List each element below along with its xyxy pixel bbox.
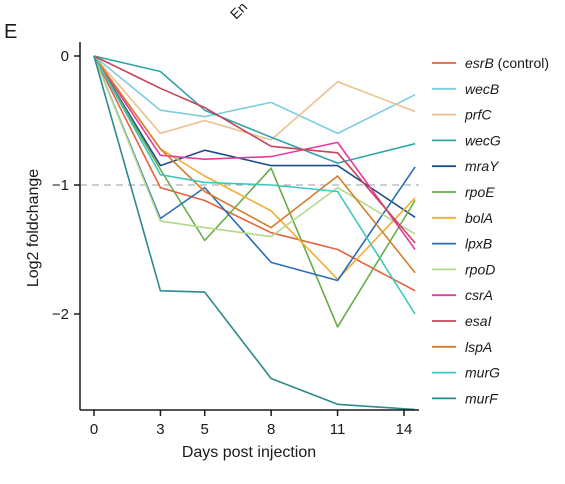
legend-label-esrB: esrB (control) [465, 55, 549, 71]
panel-letter: E [4, 21, 17, 43]
series-line-prfC [93, 55, 416, 141]
legend-label-prfC: prfC [464, 107, 492, 123]
legend: esrB (control) wecB prfC wecG mraY rpoE bolA lp… [432, 55, 549, 406]
y-axis-ticks: 0 −1 −2 [52, 48, 80, 323]
legend-label-mraY: mraY [465, 158, 500, 174]
legend-label-lpxB: lpxB [465, 236, 492, 252]
series-line-wecG [93, 55, 416, 164]
x-axis-ticks: 0 3 5 8 11 14 [90, 410, 413, 438]
series-line-csrA [93, 55, 416, 250]
x-axis-title: Days post injection [182, 444, 316, 461]
y-tick-label: 0 [61, 48, 69, 65]
x-tick-label: 5 [201, 421, 209, 438]
series-line-wecB [93, 55, 416, 135]
legend-label-bolA: bolA [465, 210, 493, 226]
x-tick-label: 0 [90, 421, 98, 438]
series-line-esrB [93, 55, 416, 292]
legend-label-lspA: lspA [465, 339, 492, 355]
y-tick-label: −2 [52, 306, 69, 323]
legend-label-murG: murG [465, 365, 500, 381]
y-tick-label: −1 [52, 177, 69, 194]
series-line-bolA [93, 55, 416, 281]
x-tick-label: 8 [267, 421, 275, 438]
legend-label-wecB: wecB [465, 81, 499, 97]
legend-label-wecG: wecG [465, 132, 501, 148]
series-line-murF [93, 55, 416, 411]
series-line-rpoE [93, 55, 416, 328]
cut-off-label-fragment: En [227, 0, 250, 22]
legend-label-csrA: csrA [465, 287, 493, 303]
series-layer [93, 55, 416, 411]
legend-label-rpoD: rpoD [465, 261, 495, 277]
x-tick-label: 11 [330, 421, 346, 438]
series-line-lspA [93, 55, 416, 274]
series-line-murG [93, 55, 416, 315]
legend-label-murF: murF [465, 390, 499, 406]
y-axis-title: Log2 foldchange [25, 169, 42, 287]
legend-label-rpoE: rpoE [465, 184, 495, 200]
series-line-lpxB [93, 55, 416, 282]
x-tick-label: 3 [156, 421, 164, 438]
series-line-esaI [93, 55, 416, 244]
series-line-rpoD [93, 55, 416, 238]
legend-label-esaI: esaI [465, 313, 492, 329]
x-tick-label: 14 [396, 421, 413, 438]
